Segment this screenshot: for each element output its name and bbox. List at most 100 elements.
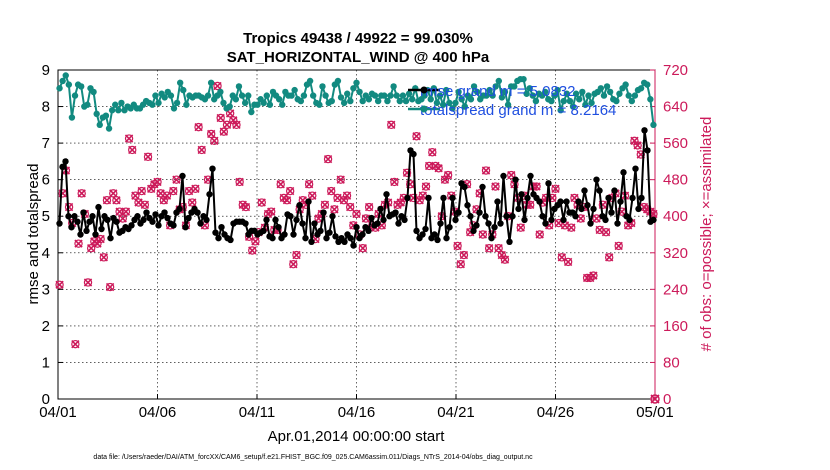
totalspread-point <box>523 90 530 97</box>
totalspread-point <box>316 101 323 108</box>
obs-assimilated-point <box>257 198 266 207</box>
obs-possible-point <box>197 145 206 155</box>
obs-assimilated-point <box>412 132 421 141</box>
rmse-point <box>437 220 444 227</box>
rmse-point <box>149 218 156 225</box>
rmse-point <box>629 194 636 202</box>
obs-possible-point <box>484 244 494 253</box>
obs-possible-point <box>434 164 443 173</box>
totalspread-point <box>359 97 366 105</box>
totalspread-point <box>381 92 388 99</box>
rmse-point <box>182 223 189 231</box>
obs-possible-point <box>96 234 105 244</box>
rmse-series <box>56 127 657 250</box>
totalspread-point <box>582 101 589 108</box>
totalspread-point <box>486 86 493 94</box>
legend-rmse-marker <box>420 86 428 94</box>
totalspread-point <box>176 79 184 86</box>
obs-assimilated-point <box>232 120 241 129</box>
totalspread-point <box>300 92 308 99</box>
obs-possible-point <box>327 186 336 196</box>
totalspread-point <box>613 97 620 105</box>
obs-assimilated-point <box>121 207 131 216</box>
rmse-point <box>56 220 63 227</box>
rmse-point <box>461 183 468 191</box>
obs-assimilated-point <box>292 250 301 260</box>
totalspread-point <box>644 81 651 88</box>
totalspread-point <box>306 77 314 85</box>
totalspread-point <box>443 86 450 94</box>
obs-possible-point <box>188 198 197 207</box>
rmse-point <box>299 220 306 227</box>
obs-assimilated-point <box>55 280 64 289</box>
obs-assimilated-point <box>222 120 232 129</box>
x-axis-ticks: 04/01 04/06 04/11 04/16 04/21 04/26 05/01 <box>39 404 674 421</box>
obs-possible-point <box>102 196 112 205</box>
rmse-point <box>287 213 294 220</box>
rmse-point <box>320 209 327 216</box>
obs-possible-point <box>251 237 260 246</box>
y-left-tick-label: 3 <box>42 281 50 298</box>
rmse-point <box>323 234 330 242</box>
rmse-point <box>476 209 483 216</box>
totalspread-point <box>217 88 224 96</box>
rmse-point <box>350 242 357 249</box>
rmse-point <box>518 191 525 198</box>
totalspread-point <box>622 81 629 88</box>
totalspread-point <box>458 96 465 103</box>
totalspread-point <box>322 92 329 99</box>
obs-assimilated-point <box>390 177 399 187</box>
rmse-point <box>260 227 267 235</box>
rmse-point <box>140 216 147 224</box>
obs-assimilated-point <box>601 228 611 237</box>
rmse-point <box>347 234 354 242</box>
obs-possible-point <box>210 136 219 146</box>
obs-possible-point <box>140 200 150 209</box>
totalspread-point <box>374 97 382 105</box>
totalspread-point <box>572 90 580 97</box>
totalspread-point <box>365 96 373 103</box>
y-axis-right-label: # of obs: o=possible; ×=assimilated <box>698 117 715 352</box>
totalspread-point <box>492 83 499 90</box>
rmse-point <box>332 233 339 240</box>
totalspread-point <box>180 86 187 94</box>
obs-assimilated-point <box>456 260 465 269</box>
totalspread-point <box>625 92 632 99</box>
totalspread-point <box>334 77 342 85</box>
rmse-point <box>425 194 432 202</box>
totalspread-point <box>461 103 468 110</box>
rmse-point <box>575 198 582 205</box>
totalspread-point <box>504 101 512 108</box>
obs-possible-point <box>289 260 298 269</box>
obs-assimilated-point <box>308 191 317 200</box>
obs-possible-point <box>614 241 623 251</box>
obs-assimilated-point <box>630 136 639 145</box>
totalspread-point <box>449 105 456 112</box>
rmse-point <box>71 213 78 220</box>
obs-assimilated-point <box>251 237 260 246</box>
totalspread-point <box>501 88 509 96</box>
rmse-point <box>404 194 411 202</box>
rmse-point <box>563 198 570 205</box>
y-right-tick-label: 0 <box>663 391 671 408</box>
totalspread-point <box>402 97 410 105</box>
obs-possible-point <box>456 260 465 269</box>
rmse-point <box>503 213 510 220</box>
obs-possible-point <box>402 168 412 178</box>
obs-assimilated-point <box>213 81 222 91</box>
totalspread-point <box>254 101 261 108</box>
obs-possible-point <box>491 182 500 191</box>
rmse-point <box>590 205 597 213</box>
obs-possible-point <box>424 161 434 171</box>
obs-assimilated-point <box>516 223 525 232</box>
obs-assimilated-point <box>440 175 450 184</box>
obs-possible-point <box>267 207 276 216</box>
totalspread-point <box>279 101 286 108</box>
totalspread-point <box>93 110 100 118</box>
rmse-point <box>401 216 408 224</box>
rmse-point <box>494 198 501 205</box>
obs-assimilated-point <box>330 205 339 214</box>
rmse-point <box>80 209 87 216</box>
rmse-point <box>413 227 420 235</box>
obs-assimilated-point <box>453 241 462 251</box>
